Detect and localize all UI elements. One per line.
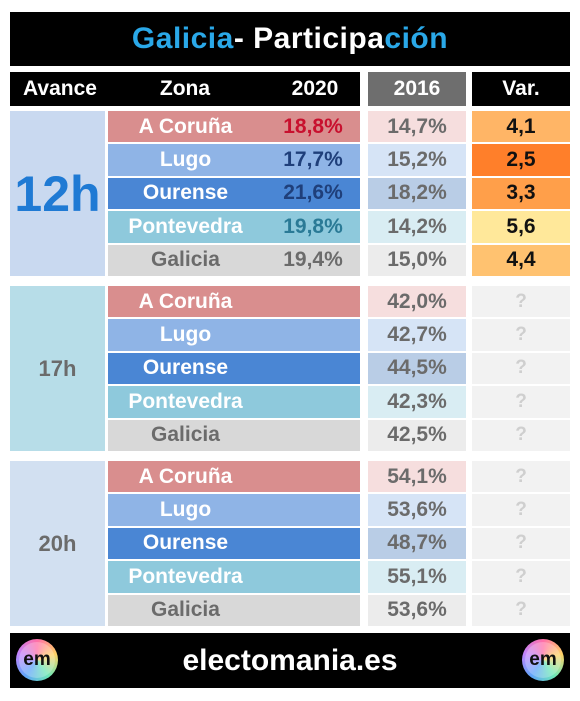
value-var: 3,3 <box>472 177 570 210</box>
header-2016: 2016 <box>368 72 466 106</box>
zona-label: Lugo <box>159 323 212 347</box>
zona-row-bg <box>108 494 360 526</box>
value-2016: 42,0% <box>368 286 466 318</box>
value-2016: 54,1% <box>368 461 466 493</box>
zona-row-bg <box>108 177 360 210</box>
value-var: ? <box>472 352 570 385</box>
title-suffix: ción <box>384 22 449 55</box>
logo-text: em <box>525 642 561 678</box>
logo-text: em <box>19 642 55 678</box>
electomania-logo-icon: em <box>16 639 58 681</box>
value-2020 <box>268 595 358 626</box>
avance-cell: 20h <box>10 461 105 626</box>
value-var: ? <box>472 319 570 351</box>
zona-row-bg <box>108 286 360 318</box>
zona-label: Lugo <box>159 148 212 172</box>
page-title: Galicia - Participa ción <box>10 12 570 66</box>
value-2020 <box>268 286 358 317</box>
zona-label: Ourense <box>142 356 229 380</box>
header-bar <box>10 72 360 106</box>
value-2016: 44,5% <box>368 352 466 385</box>
value-2016: 42,5% <box>368 419 466 451</box>
zona-row-bg <box>108 386 360 418</box>
value-var: 5,6 <box>472 211 570 243</box>
zona-row-bg <box>108 561 360 593</box>
value-var: ? <box>472 527 570 560</box>
zona-label: A Coruña <box>138 464 233 488</box>
zona-label: Galicia <box>151 423 220 447</box>
avance-cell: 17h <box>10 286 105 451</box>
zona-row-bg <box>108 244 360 276</box>
value-2020 <box>268 353 358 384</box>
value-var: ? <box>472 494 570 526</box>
value-var: 2,5 <box>472 144 570 176</box>
zona-label: Pontevedra <box>128 214 243 238</box>
footer-site: electomania.es <box>182 643 398 677</box>
value-2020: 21,6% <box>283 181 343 205</box>
value-var: ? <box>472 461 570 493</box>
zona-label: Galicia <box>151 248 220 272</box>
value-2016: 18,2% <box>368 177 466 210</box>
value-var: ? <box>472 419 570 451</box>
value-2020 <box>268 319 358 350</box>
value-var: ? <box>472 594 570 626</box>
value-2016: 48,7% <box>368 527 466 560</box>
zona-label: A Coruña <box>138 114 233 138</box>
zona-label: Ourense <box>142 531 229 555</box>
title-region: Galicia <box>131 22 234 55</box>
value-var: ? <box>472 386 570 418</box>
zona-row-bg <box>108 211 360 243</box>
value-2020 <box>268 528 358 559</box>
zona-row-bg <box>108 594 360 626</box>
zona-row-bg <box>108 144 360 176</box>
zona-label: Galicia <box>151 598 220 622</box>
value-2020: 17,7% <box>283 148 343 172</box>
value-2016: 53,6% <box>368 494 466 526</box>
value-2020 <box>268 386 358 417</box>
value-var: 4,1 <box>472 111 570 143</box>
header-avance: Avance <box>23 77 97 100</box>
zona-row-bg <box>108 527 360 560</box>
header-var: Var. <box>472 72 570 106</box>
avance-cell: 12h <box>10 111 105 276</box>
value-2016: 42,7% <box>368 319 466 351</box>
zona-label: Pontevedra <box>128 389 243 413</box>
value-2016: 53,6% <box>368 594 466 626</box>
zona-row-bg <box>108 352 360 385</box>
electomania-logo-icon: em <box>522 639 564 681</box>
header-zona: Zona <box>159 77 211 100</box>
footer-bar: em electomania.es em <box>10 633 570 688</box>
value-2016: 42,3% <box>368 386 466 418</box>
value-2020 <box>268 561 358 592</box>
zona-label: Pontevedra <box>128 564 243 588</box>
value-var: ? <box>472 286 570 318</box>
value-2016: 55,1% <box>368 561 466 593</box>
title-middle: - Participa <box>233 22 385 55</box>
value-var: ? <box>472 561 570 593</box>
value-2020 <box>268 461 358 492</box>
value-2020: 19,8% <box>283 214 343 238</box>
zona-label: Lugo <box>159 498 212 522</box>
value-2016: 14,7% <box>368 111 466 143</box>
value-2020: 18,8% <box>283 114 343 138</box>
value-2020: 19,4% <box>283 248 343 272</box>
value-var: 4,4 <box>472 244 570 276</box>
value-2020 <box>268 494 358 525</box>
value-2016: 15,2% <box>368 144 466 176</box>
value-2016: 15,0% <box>368 244 466 276</box>
zona-row-bg <box>108 419 360 451</box>
value-2020 <box>268 420 358 451</box>
zona-row-bg <box>108 461 360 493</box>
zona-label: Ourense <box>142 181 229 205</box>
value-2016: 14,2% <box>368 211 466 243</box>
zona-label: A Coruña <box>138 289 233 313</box>
zona-row-bg <box>108 319 360 351</box>
header-2020: 2020 <box>291 77 339 100</box>
zona-row-bg <box>108 111 360 143</box>
